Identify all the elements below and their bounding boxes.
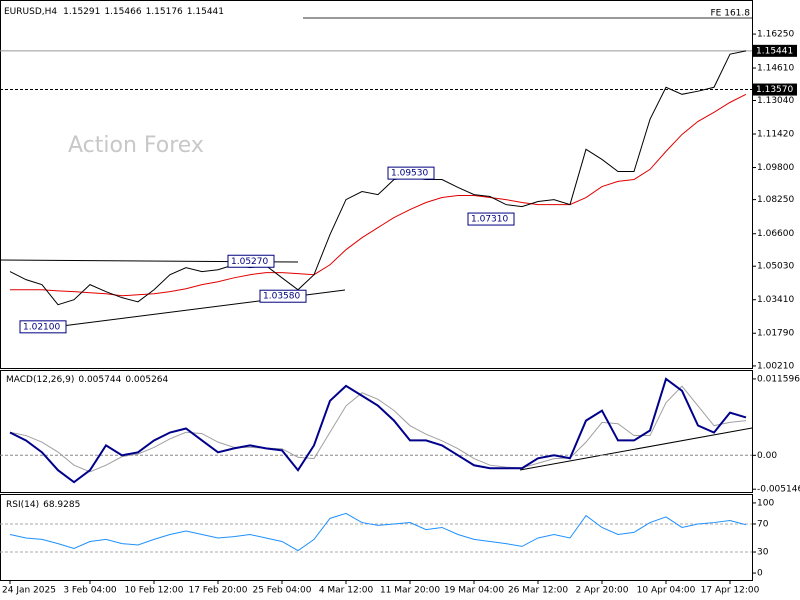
x-tick-label: 19 Mar 04:00 <box>444 586 504 596</box>
x-tick-label: 11 Mar 20:00 <box>380 586 440 596</box>
y-tick-label: 0.011596 <box>757 374 800 384</box>
y-tick-label: 70 <box>757 519 769 529</box>
macd-title: MACD(12,26,9) <box>6 375 74 385</box>
high: 1.15466 <box>104 7 141 17</box>
annotation-box <box>227 254 275 268</box>
y-tick-label: 1.03410 <box>757 295 794 305</box>
fe-label: FE 161.8 <box>711 8 751 18</box>
level-box <box>753 83 797 96</box>
y-tick-label: 1.13040 <box>757 96 794 106</box>
x-tick-label: 10 Apr 04:00 <box>637 586 696 596</box>
y-tick-label: 1.16250 <box>757 30 794 40</box>
annotation-label: 1.05270 <box>231 257 268 267</box>
rsi-header: RSI(14) 68.9285 <box>6 500 80 510</box>
y-tick-label: 1.05030 <box>757 262 794 272</box>
annotation-box <box>19 320 67 334</box>
macd-panel <box>0 370 753 493</box>
y-tick-label: 1.06600 <box>757 229 794 239</box>
y-tick-label: 1.01790 <box>757 329 794 339</box>
x-tick-label: 4 Mar 12:00 <box>319 586 374 596</box>
header: EURUSD,H4 1.15291 1.15466 1.15176 1.15441 <box>4 7 224 17</box>
level-label: 1.13570 <box>756 85 793 95</box>
price-line <box>9 50 747 306</box>
y-tick-label: 100 <box>757 498 774 508</box>
rsi-last: 68.9285 <box>43 500 80 510</box>
symbol: EURUSD,H4 <box>4 7 57 17</box>
x-tick-label: 3 Feb 04:00 <box>63 586 117 596</box>
y-tick-label: 1.11420 <box>757 130 794 140</box>
annotation-label: 1.07310 <box>471 215 508 225</box>
annotation-label: 1.03580 <box>263 292 300 302</box>
x-tick-label: 17 Feb 20:00 <box>188 586 247 596</box>
price-panel <box>0 0 753 369</box>
annotation-box <box>467 212 515 226</box>
annotation-label: 1.02100 <box>23 322 60 332</box>
watermark: Action Forex <box>68 133 204 158</box>
y-tick-label: -0.005146 <box>757 485 800 495</box>
x-tick-label: 25 Feb 04:00 <box>252 586 311 596</box>
y-tick-label: 0.00 <box>757 451 777 461</box>
x-tick-label: 2 Apr 20:00 <box>576 586 629 596</box>
close: 1.15441 <box>187 7 224 17</box>
x-tick-label: 26 Mar 12:00 <box>508 586 568 596</box>
open: 1.15291 <box>63 7 100 17</box>
annotation-box <box>387 166 435 180</box>
rsi-title: RSI(14) <box>6 500 39 510</box>
y-tick-label: 1.00210 <box>757 361 794 371</box>
trend-line <box>519 427 753 471</box>
price-box <box>753 44 797 57</box>
macd-line <box>9 377 747 484</box>
rsi-line <box>9 512 747 552</box>
x-tick-label: 17 Apr 12:00 <box>701 586 760 596</box>
ma-line <box>10 93 747 297</box>
x-tick-label: 10 Feb 12:00 <box>124 586 183 596</box>
y-tick-label: 1.09800 <box>757 163 794 173</box>
y-tick-label: 0 <box>757 569 763 579</box>
x-tick-label: 24 Jan 2025 <box>2 586 56 596</box>
y-tick-label: 30 <box>757 548 769 558</box>
price-label: 1.15441 <box>756 46 793 56</box>
rsi-panel <box>0 494 753 581</box>
y-tick-label: 1.08250 <box>757 195 794 205</box>
signal-last: 0.005264 <box>125 375 168 385</box>
macd-header: MACD(12,26,9) 0.005744 0.005264 <box>6 375 169 385</box>
annotation-box <box>259 289 307 303</box>
macd-last: 0.005744 <box>78 375 121 385</box>
low: 1.15176 <box>146 7 183 17</box>
annotation-label: 1.09530 <box>391 169 428 179</box>
y-tick-label: 1.14610 <box>757 64 794 74</box>
signal-line <box>9 385 747 473</box>
